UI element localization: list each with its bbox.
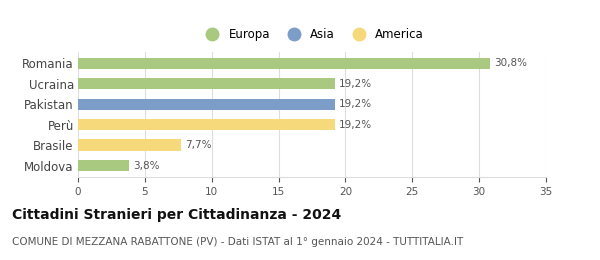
Bar [78, 58, 490, 69]
Bar [78, 119, 335, 130]
Legend: Europa, Asia, America: Europa, Asia, America [196, 23, 428, 46]
Text: 19,2%: 19,2% [339, 79, 372, 89]
Text: 19,2%: 19,2% [339, 120, 372, 130]
Text: COMUNE DI MEZZANA RABATTONE (PV) - Dati ISTAT al 1° gennaio 2024 - TUTTITALIA.IT: COMUNE DI MEZZANA RABATTONE (PV) - Dati … [12, 237, 463, 246]
Bar [78, 160, 129, 171]
Bar [78, 78, 335, 89]
Text: 7,7%: 7,7% [185, 140, 211, 150]
Text: Cittadini Stranieri per Cittadinanza - 2024: Cittadini Stranieri per Cittadinanza - 2… [12, 208, 341, 222]
Text: 3,8%: 3,8% [133, 160, 160, 171]
Text: 19,2%: 19,2% [339, 99, 372, 109]
Text: 30,8%: 30,8% [494, 58, 527, 68]
Bar [78, 139, 181, 151]
Bar [78, 99, 335, 110]
